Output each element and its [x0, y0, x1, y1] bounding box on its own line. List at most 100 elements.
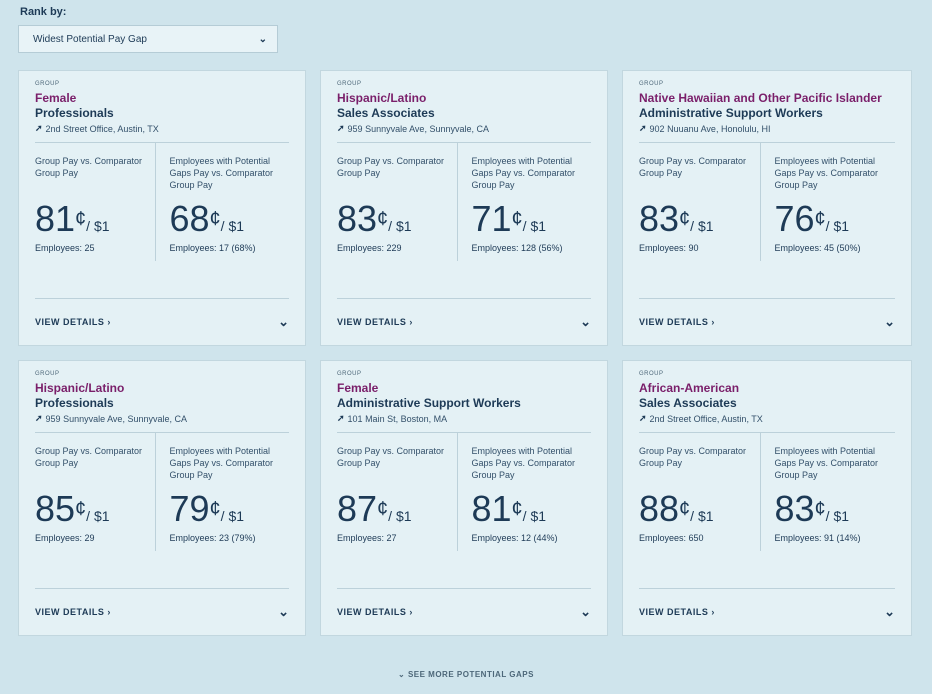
- employee-count: Employees: 25: [35, 243, 95, 253]
- metric-value: 76¢/ $1: [774, 198, 850, 239]
- group-role: Administrative Support Workers: [337, 396, 521, 410]
- metric-value: 81¢/ $1: [35, 198, 110, 239]
- metric-label: Group Pay vs. Comparator Group Pay: [639, 156, 747, 178]
- gap-card: GROUP Hispanic/Latino Professionals ➚ 959…: [18, 360, 306, 636]
- employee-count: Employees: 128 (56%): [471, 243, 563, 253]
- employee-count: Employees: 650: [639, 533, 704, 543]
- location-text: 2nd Street Office, Austin, TX: [45, 123, 159, 134]
- chevron-right-icon: ›: [409, 607, 413, 617]
- expand-chevron-icon[interactable]: ⌄: [278, 314, 289, 329]
- metric-label: Employees with Potential Gaps Pay vs. Co…: [471, 156, 576, 190]
- group-role: Sales Associates: [337, 106, 435, 120]
- group-pay-metric: Group Pay vs. Comparator Group Pay 81¢/ …: [35, 143, 155, 261]
- group-pay-metric: Group Pay vs. Comparator Group Pay 88¢/ …: [639, 433, 760, 551]
- employee-count: Employees: 45 (50%): [774, 243, 861, 253]
- metric-value: 83¢/ $1: [774, 488, 850, 529]
- gap-card: GROUP African-American Sales Associates …: [622, 360, 912, 636]
- metric-label: Employees with Potential Gaps Pay vs. Co…: [774, 156, 879, 190]
- group-name: Female: [337, 381, 379, 395]
- metric-label: Employees with Potential Gaps Pay vs. Co…: [169, 446, 274, 480]
- chevron-down-icon: ⌄: [398, 670, 406, 679]
- group-name: Hispanic/Latino: [337, 91, 427, 105]
- view-details-link[interactable]: VIEW DETAILS ›: [337, 317, 413, 327]
- divider: [639, 432, 895, 433]
- metric-value: 88¢/ $1: [639, 488, 714, 529]
- rank-by-select[interactable]: Widest Potential Pay Gap ⌄: [18, 25, 278, 53]
- group-pay-metric: Group Pay vs. Comparator Group Pay 85¢/ …: [35, 433, 155, 551]
- location: ➚ 101 Main St, Boston, MA: [337, 413, 591, 424]
- location-arrow-icon: ➚: [35, 123, 43, 133]
- location: ➚ 2nd Street Office, Austin, TX: [639, 413, 895, 424]
- employee-count: Employees: 17 (68%): [169, 243, 256, 253]
- rank-by-label: Rank by:: [20, 6, 67, 18]
- location-arrow-icon: ➚: [337, 413, 345, 423]
- view-details-link[interactable]: VIEW DETAILS ›: [35, 607, 111, 617]
- expand-chevron-icon[interactable]: ⌄: [884, 604, 895, 619]
- metric-label: Group Pay vs. Comparator Group Pay: [337, 446, 445, 468]
- metric-value: 81¢/ $1: [471, 488, 547, 529]
- employee-count: Employees: 229: [337, 243, 402, 253]
- metric-value: 71¢/ $1: [471, 198, 547, 239]
- divider: [337, 432, 591, 433]
- group-name: Female: [35, 91, 77, 105]
- metric-value: 83¢/ $1: [639, 198, 714, 239]
- metric-label: Employees with Potential Gaps Pay vs. Co…: [471, 446, 576, 480]
- location-arrow-icon: ➚: [639, 413, 647, 423]
- divider: [337, 142, 591, 143]
- group-name: Native Hawaiian and Other Pacific Island…: [639, 91, 882, 105]
- metric-label: Group Pay vs. Comparator Group Pay: [639, 446, 747, 468]
- chevron-down-icon: ⌄: [258, 33, 267, 45]
- metric-label: Employees with Potential Gaps Pay vs. Co…: [774, 446, 879, 480]
- location: ➚ 902 Nuuanu Ave, Honolulu, HI: [639, 123, 895, 134]
- location-text: 959 Sunnyvale Ave, Sunnyvale, CA: [347, 123, 489, 134]
- group-role: Administrative Support Workers: [639, 106, 823, 120]
- employee-count: Employees: 12 (44%): [471, 533, 558, 543]
- metric-label: Group Pay vs. Comparator Group Pay: [35, 446, 143, 468]
- view-details-link[interactable]: VIEW DETAILS ›: [35, 317, 111, 327]
- metric-label: Employees with Potential Gaps Pay vs. Co…: [169, 156, 274, 190]
- group-name: African-American: [639, 381, 740, 395]
- location-text: 2nd Street Office, Austin, TX: [649, 413, 763, 424]
- expand-chevron-icon[interactable]: ⌄: [278, 604, 289, 619]
- location-arrow-icon: ➚: [337, 123, 345, 133]
- chevron-right-icon: ›: [107, 317, 111, 327]
- expand-chevron-icon[interactable]: ⌄: [580, 314, 591, 329]
- location-arrow-icon: ➚: [35, 413, 43, 423]
- employee-count: Employees: 23 (79%): [169, 533, 256, 543]
- location: ➚ 2nd Street Office, Austin, TX: [35, 123, 289, 134]
- view-details-link[interactable]: VIEW DETAILS ›: [639, 607, 715, 617]
- rank-by-selected-value: Widest Potential Pay Gap: [33, 33, 147, 45]
- gap-pay-metric: Employees with Potential Gaps Pay vs. Co…: [456, 433, 592, 551]
- metric-label: Group Pay vs. Comparator Group Pay: [337, 156, 445, 178]
- gap-card: GROUP Female Professionals ➚ 2nd Street O…: [18, 70, 306, 346]
- see-more-link[interactable]: ⌄ SEE MORE POTENTIAL GAPS: [398, 670, 534, 679]
- location-text: 902 Nuuanu Ave, Honolulu, HI: [649, 123, 771, 134]
- employee-count: Employees: 29: [35, 533, 95, 543]
- metric-value: 87¢/ $1: [337, 488, 412, 529]
- group-pay-metric: Group Pay vs. Comparator Group Pay 83¢/ …: [337, 143, 457, 261]
- chevron-right-icon: ›: [409, 317, 413, 327]
- gap-cards-grid: GROUP Female Professionals ➚ 2nd Street O…: [18, 70, 912, 636]
- view-details-link[interactable]: VIEW DETAILS ›: [639, 317, 715, 327]
- metric-value: 68¢/ $1: [169, 198, 245, 239]
- gap-card: GROUP Female Administrative Support Work…: [320, 360, 608, 636]
- group-name: Hispanic/Latino: [35, 381, 125, 395]
- metric-label: Group Pay vs. Comparator Group Pay: [35, 156, 143, 178]
- group-role: Professionals: [35, 396, 114, 410]
- employee-count: Employees: 27: [337, 533, 397, 543]
- gap-pay-metric: Employees with Potential Gaps Pay vs. Co…: [154, 433, 290, 551]
- location-arrow-icon: ➚: [639, 123, 647, 133]
- expand-chevron-icon[interactable]: ⌄: [580, 604, 591, 619]
- group-role: Sales Associates: [639, 396, 737, 410]
- group-label: GROUP: [639, 371, 664, 377]
- group-pay-metric: Group Pay vs. Comparator Group Pay 83¢/ …: [639, 143, 760, 261]
- group-role: Professionals: [35, 106, 114, 120]
- view-details-link[interactable]: VIEW DETAILS ›: [337, 607, 413, 617]
- metric-value: 79¢/ $1: [169, 488, 245, 529]
- gap-card: GROUP Native Hawaiian and Other Pacific …: [622, 70, 912, 346]
- group-label: GROUP: [639, 81, 664, 87]
- location: ➚ 959 Sunnyvale Ave, Sunnyvale, CA: [35, 413, 289, 424]
- divider: [35, 432, 289, 433]
- expand-chevron-icon[interactable]: ⌄: [884, 314, 895, 329]
- location-text: 101 Main St, Boston, MA: [347, 413, 448, 424]
